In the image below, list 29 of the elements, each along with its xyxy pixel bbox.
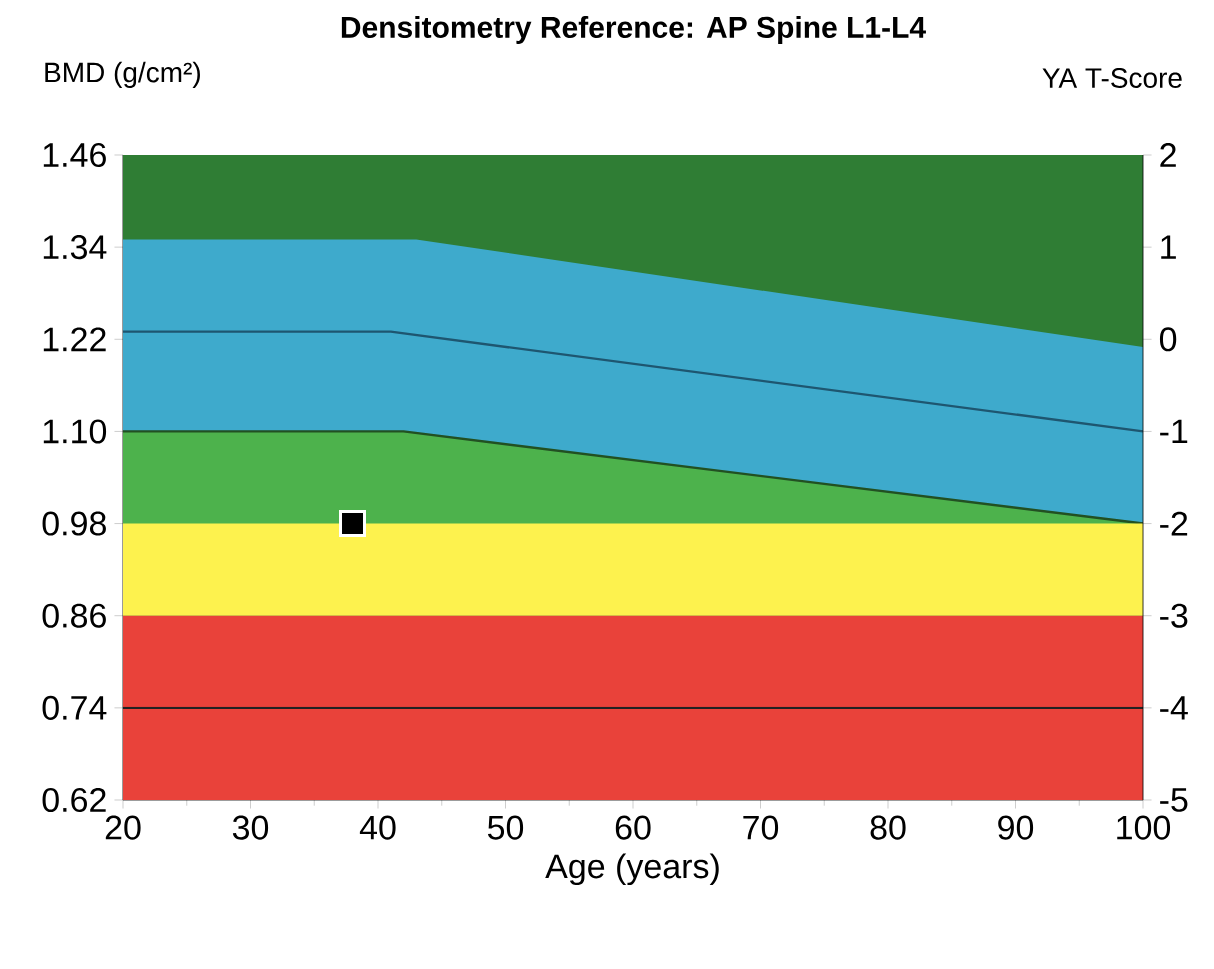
y-tick-label: 0.86 [42,603,106,628]
y2-tick-label: 2 [1160,143,1176,167]
y2-axis-title: YA T-Score [1042,68,1182,88]
y-tick-label: 1.22 [43,327,106,352]
y-tick-label: 0.74 [42,695,107,720]
y2-tick-label: -4 [1160,696,1188,720]
y-axis-title: BMD (g/cm²) [45,61,200,88]
y2-tick-label: -5 [1160,788,1188,812]
x-tick-label: 50 [487,815,524,840]
x-tick-label: 40 [359,815,396,840]
x-tick-label: 30 [232,815,269,840]
y2-tick-label: 1 [1161,235,1176,259]
y2-tick-label: -3 [1160,603,1188,628]
y2-tick-label: -1 [1160,419,1188,444]
x-tick-label: 60 [615,815,651,840]
y-tick-label: 0.62 [42,787,106,813]
y2-tick-label: 0 [1159,327,1177,352]
y-tick-label: 1.10 [43,419,107,444]
x-tick-label: 80 [870,815,906,840]
x-tick-label: 90 [998,815,1034,840]
y-tick-label: 1.34 [43,235,107,260]
x-axis-title: Age (years) [545,853,719,886]
y-tick-label: 1.46 [43,142,106,168]
x-tick-label: 70 [743,815,779,840]
x-tick-label: 20 [105,815,141,840]
x-tick-label: 100 [1117,815,1171,840]
chart-title: Densitometry Reference: AP Spine L1-L4 [341,15,926,44]
y2-tick-label: -2 [1160,511,1188,536]
y-tick-label: 0.98 [42,511,106,536]
